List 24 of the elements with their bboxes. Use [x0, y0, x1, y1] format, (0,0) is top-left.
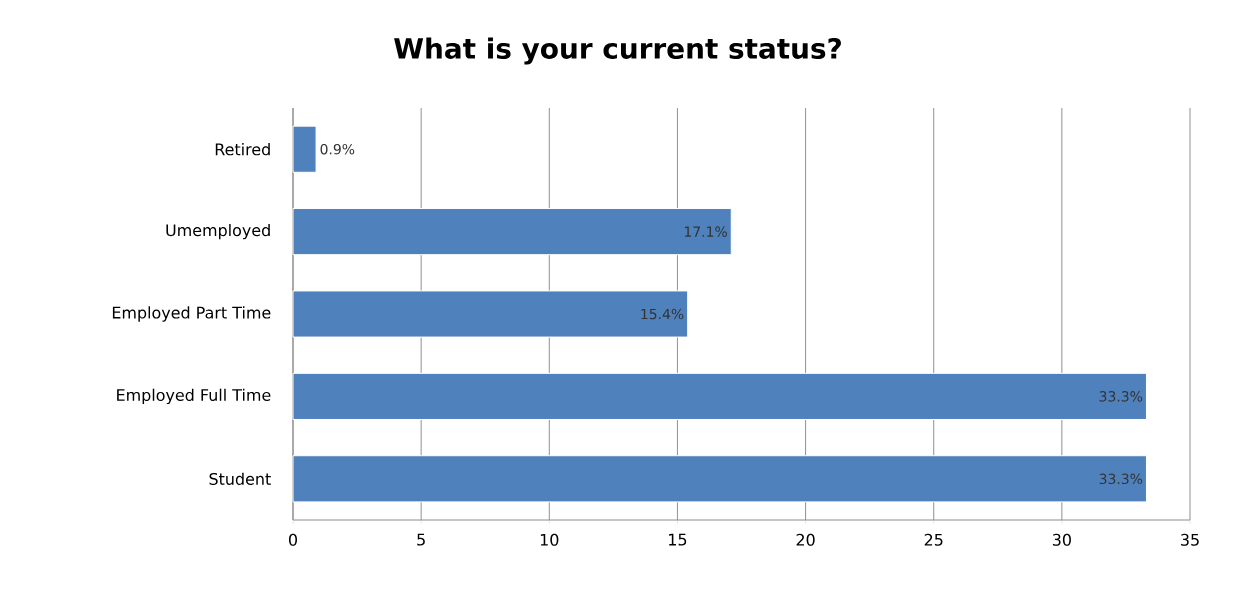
data-label: 33.3%: [1099, 391, 1143, 402]
x-tick-label: 10: [540, 533, 559, 546]
x-tick-label: 25: [924, 533, 943, 546]
data-label: 17.1%: [684, 226, 727, 237]
y-tick-label: Student: [209, 472, 271, 485]
x-tick-label: 0: [288, 533, 298, 546]
x-tick-label: 30: [1052, 533, 1071, 546]
x-tick-label: 15: [669, 533, 687, 546]
x-tick-label: 5: [417, 533, 425, 546]
bar: [292, 125, 317, 173]
x-tick-label: 35: [1181, 533, 1199, 546]
bar: [292, 455, 1147, 503]
y-tick-label: Umemployed: [166, 223, 270, 240]
y-tick-label: Employed Part Time: [112, 306, 271, 322]
bar: [292, 290, 689, 338]
bar: [292, 208, 732, 256]
x-tick-label: 20: [796, 533, 815, 546]
data-label: 33.3%: [1099, 473, 1143, 485]
y-tick-label: Employed Full Time: [117, 388, 271, 405]
data-label: 0.9%: [320, 143, 355, 155]
chart-title: What is your current status?: [394, 37, 841, 65]
bar: [292, 372, 1147, 420]
data-label: 15.4%: [641, 308, 684, 320]
y-tick-label: Retired: [215, 143, 270, 156]
